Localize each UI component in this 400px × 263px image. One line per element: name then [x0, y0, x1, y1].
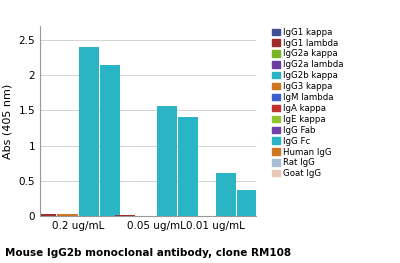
Bar: [79, 47, 99, 216]
Bar: [36, 214, 56, 216]
Bar: [115, 215, 135, 216]
Bar: [178, 117, 198, 216]
Bar: [100, 65, 120, 216]
Legend: IgG1 kappa, IgG1 lambda, IgG2a kappa, IgG2a lambda, IgG2b kappa, IgG3 kappa, IgM: IgG1 kappa, IgG1 lambda, IgG2a kappa, Ig…: [271, 27, 344, 179]
Text: Mouse IgG2b monoclonal antibody, clone RM108: Mouse IgG2b monoclonal antibody, clone R…: [5, 248, 291, 258]
Bar: [216, 173, 236, 216]
Bar: [157, 105, 177, 216]
Bar: [238, 190, 258, 216]
Bar: [58, 214, 78, 216]
Y-axis label: Abs (405 nm): Abs (405 nm): [3, 83, 13, 159]
